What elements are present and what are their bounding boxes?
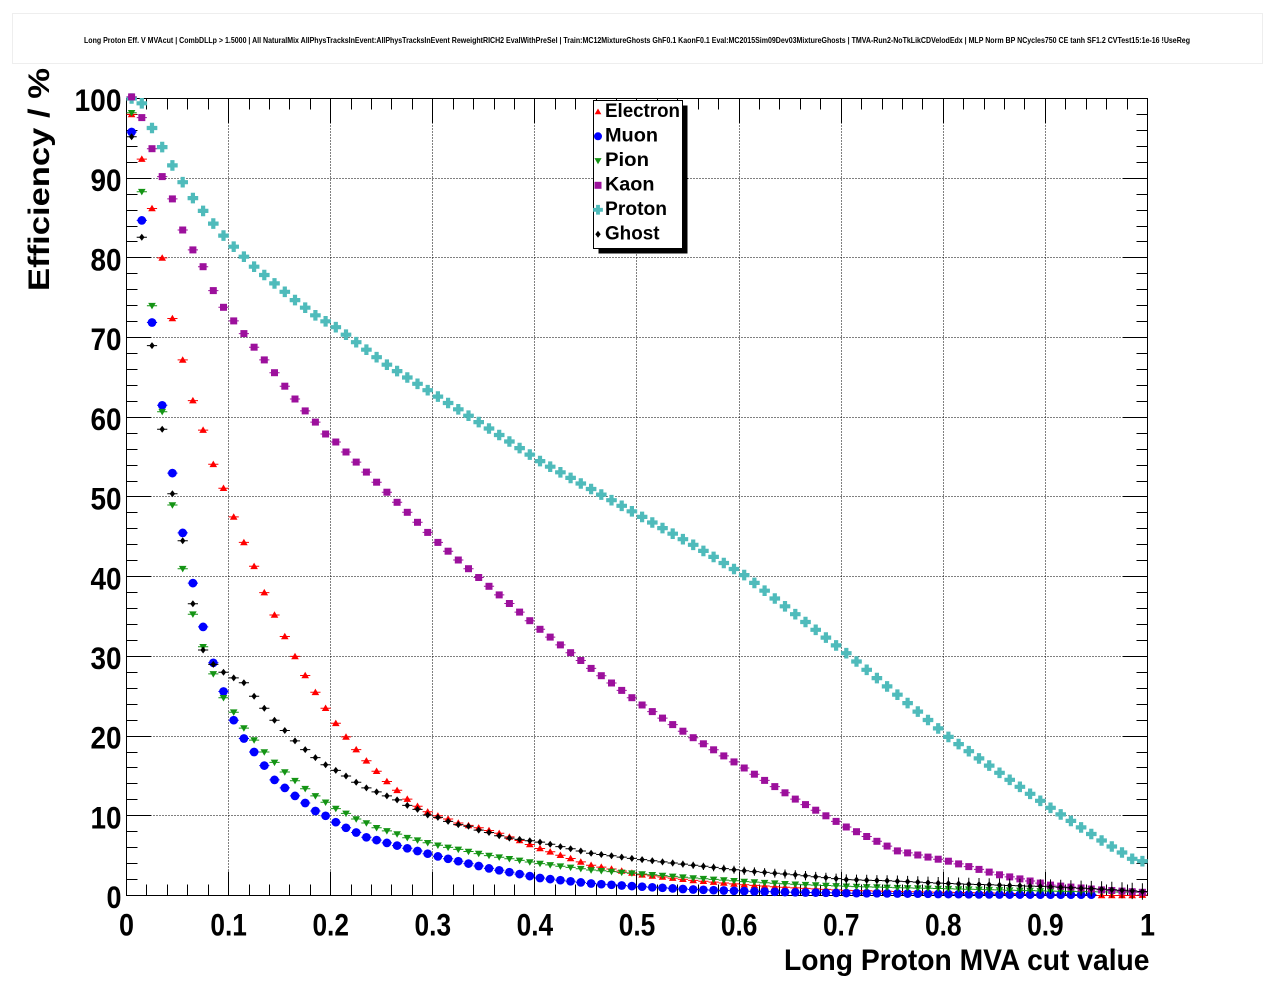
svg-text:100: 100 [75, 82, 122, 118]
svg-text:0.7: 0.7 [823, 907, 860, 943]
svg-text:90: 90 [91, 162, 122, 198]
svg-text:0: 0 [119, 907, 134, 943]
svg-text:1: 1 [1140, 907, 1155, 943]
svg-text:Efficiency / %: Efficiency / % [23, 68, 56, 291]
svg-text:Proton: Proton [605, 199, 667, 220]
svg-text:30: 30 [91, 640, 122, 676]
svg-text:Pion: Pion [605, 150, 649, 171]
svg-text:0.5: 0.5 [619, 907, 656, 943]
svg-text:Long Proton Eff. V MVAcut | Co: Long Proton Eff. V MVAcut | CombDLLp > 1… [84, 35, 1190, 45]
svg-text:0.2: 0.2 [312, 907, 349, 943]
svg-text:10: 10 [91, 799, 122, 835]
svg-text:Kaon: Kaon [605, 175, 655, 196]
svg-text:0: 0 [107, 879, 122, 915]
svg-text:0.4: 0.4 [517, 907, 554, 943]
svg-text:0.3: 0.3 [415, 907, 452, 943]
svg-text:Ghost: Ghost [605, 224, 660, 245]
svg-text:Muon: Muon [605, 126, 658, 147]
svg-text:60: 60 [91, 401, 122, 437]
svg-text:0.1: 0.1 [210, 907, 247, 943]
svg-text:Long Proton MVA cut value: Long Proton MVA cut value [784, 944, 1150, 977]
svg-text:40: 40 [91, 560, 122, 596]
svg-text:0.8: 0.8 [925, 907, 962, 943]
svg-text:0.9: 0.9 [1027, 907, 1064, 943]
svg-text:20: 20 [91, 720, 122, 756]
svg-text:Electron: Electron [605, 101, 680, 122]
svg-text:50: 50 [91, 481, 122, 517]
svg-text:80: 80 [91, 242, 122, 278]
svg-text:70: 70 [91, 321, 122, 357]
svg-text:0.6: 0.6 [721, 907, 758, 943]
